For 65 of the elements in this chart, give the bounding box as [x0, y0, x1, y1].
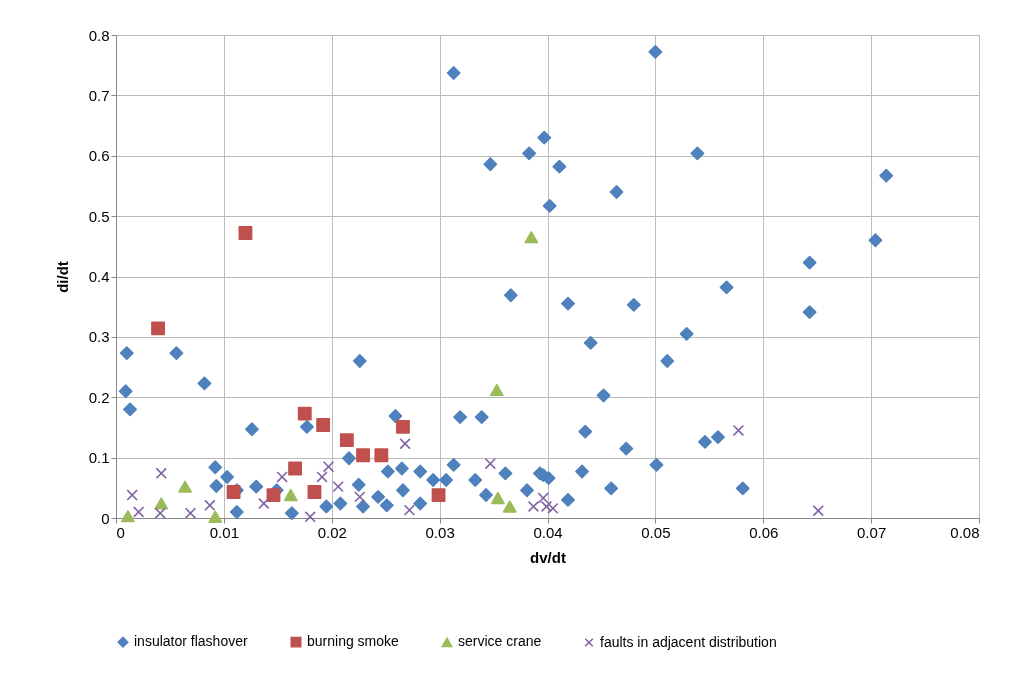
x-tick-label: 0.06	[749, 523, 779, 541]
point	[322, 460, 335, 473]
point	[126, 489, 138, 501]
point	[266, 488, 281, 502]
point	[184, 507, 197, 519]
point	[537, 492, 549, 504]
point	[155, 467, 168, 480]
point	[297, 406, 312, 421]
point	[374, 448, 389, 463]
point	[154, 507, 166, 519]
point	[356, 448, 370, 463]
x-tick-label: 0	[116, 523, 125, 541]
point	[132, 506, 145, 518]
x-tick-label: 0.05	[641, 523, 671, 541]
point	[547, 502, 559, 515]
point	[339, 433, 354, 448]
point	[396, 419, 410, 434]
point	[524, 231, 539, 244]
point	[204, 499, 216, 512]
legend-label: insulator flashover	[134, 633, 248, 650]
point	[258, 497, 270, 510]
point	[812, 505, 824, 517]
point	[208, 510, 223, 523]
y-axis-title: di/dt	[53, 261, 71, 293]
point	[283, 488, 298, 502]
legend-label: burning smoke	[307, 633, 400, 650]
point	[276, 471, 288, 483]
x-tick-label: 0.01	[209, 523, 239, 541]
point	[403, 504, 416, 516]
point	[316, 418, 331, 432]
point	[484, 457, 497, 470]
y-tick-label: 0.2	[88, 388, 110, 406]
x-tick-label: 0.02	[317, 523, 347, 541]
x-axis-title: dv/dt	[530, 548, 566, 566]
point	[489, 383, 504, 397]
legend-label: service crane	[458, 633, 542, 650]
point	[120, 510, 135, 523]
point	[431, 488, 446, 502]
y-tick-label: 0.7	[88, 86, 110, 104]
point	[238, 226, 253, 240]
y-tick-label: 0.5	[88, 207, 110, 225]
legend-label: faults in adjacent distribution	[600, 633, 777, 650]
point	[316, 471, 328, 483]
point	[307, 485, 322, 499]
point	[732, 424, 745, 437]
x-tick-label: 0.07	[857, 523, 887, 541]
point	[288, 461, 302, 476]
point	[151, 321, 165, 336]
y-tick-label: 0.3	[88, 328, 110, 346]
point	[304, 511, 316, 523]
point	[354, 491, 366, 503]
point	[178, 480, 192, 493]
y-tick-label: 0.4	[88, 268, 110, 285]
point	[502, 500, 517, 513]
x-tick-label: 0.04	[533, 523, 563, 541]
point	[332, 480, 344, 493]
x-tick-label: 0.08	[950, 523, 980, 541]
y-tick-label: 0.8	[88, 26, 110, 44]
point	[154, 497, 169, 510]
y-tick-label: 0.6	[88, 147, 110, 165]
x-tick-label: 0.03	[425, 523, 455, 541]
point	[399, 438, 411, 450]
y-tick-label: 0	[101, 509, 110, 527]
point	[490, 491, 505, 505]
y-tick-label: 0.1	[88, 449, 110, 467]
